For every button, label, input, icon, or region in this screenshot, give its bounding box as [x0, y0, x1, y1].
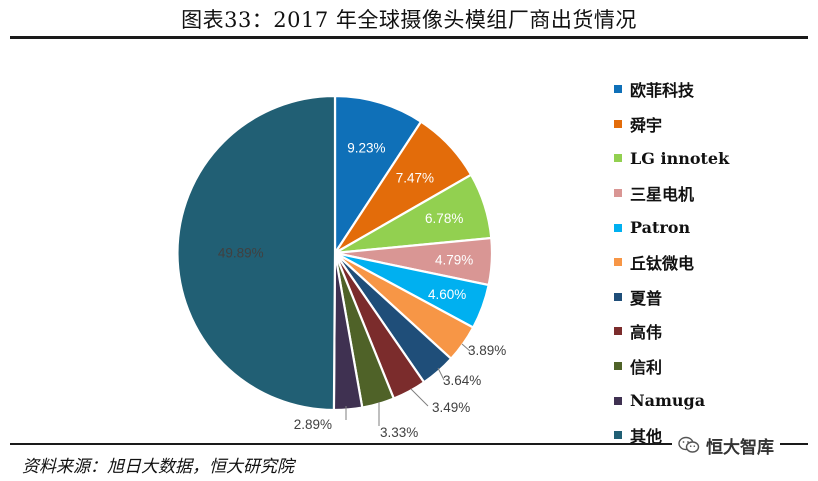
legend-label: 高伟 [630, 323, 663, 343]
legend-swatch [614, 258, 622, 267]
legend-label: 三星电机 [630, 185, 695, 205]
legend-label: Patron [630, 218, 691, 238]
legend-swatch [614, 154, 622, 163]
legend-swatch [614, 85, 622, 94]
leader-line [410, 388, 429, 407]
legend-item: 三星电机 [614, 176, 729, 211]
leader-line [461, 343, 471, 352]
legend-swatch [614, 327, 622, 336]
legend-label: 其他 [630, 427, 663, 447]
data-label: 3.64% [443, 373, 481, 388]
legend-item: Namuga [614, 383, 729, 418]
data-label: 9.23% [347, 141, 385, 156]
chart-legend: 欧菲科技舜宇 LG innotek 三星电机 Patron 丘钛微电夏普高伟信利 Namu… [614, 72, 729, 453]
pie-slice [333, 94, 423, 257]
legend-swatch [614, 189, 622, 198]
legend-item: 其他 [614, 418, 729, 453]
data-label: 4.60% [428, 287, 466, 302]
page-title: 图表33：2017 年全球摄像头模组厂商出货情况 [181, 8, 637, 32]
data-label: 3.33% [380, 425, 418, 440]
legend-label: 丘钛微电 [630, 254, 695, 274]
legend-swatch [614, 362, 622, 371]
legend-swatch [614, 223, 622, 232]
legend-swatch [614, 431, 622, 440]
data-label: 3.49% [432, 400, 470, 415]
data-label: 3.89% [468, 343, 506, 358]
wechat-icon [678, 436, 700, 453]
legend-item: 舜宇 [614, 107, 729, 142]
legend-label: Namuga [630, 391, 706, 411]
legend-label: 舜宇 [630, 115, 663, 135]
footer-divider [10, 443, 808, 445]
data-label: 6.78% [425, 211, 463, 226]
legend-item: 丘钛微电 [614, 245, 729, 280]
legend-swatch [614, 292, 622, 301]
data-label: 4.79% [435, 253, 473, 268]
data-label: 7.47% [396, 171, 434, 186]
leader-line [437, 367, 445, 381]
legend-item: 夏普 [614, 280, 729, 315]
legend-label: 信利 [630, 358, 663, 378]
pie-slice [176, 94, 337, 412]
legend-item: 信利 [614, 349, 729, 384]
legend-label: LG innotek [630, 148, 730, 168]
title-divider [10, 36, 808, 39]
legend-item: 高伟 [614, 314, 729, 349]
legend-label: 欧菲科技 [630, 81, 695, 101]
legend-swatch [614, 396, 622, 405]
legend-item: 欧菲科技 [614, 72, 729, 107]
legend-swatch [614, 119, 622, 128]
watermark: 恒大智库 [672, 430, 780, 460]
source-note: 资料来源：旭日大数据，恒大研究院 [22, 457, 294, 477]
data-label: 2.89% [294, 417, 332, 432]
legend-item: LG innotek [614, 141, 729, 176]
legend-label: 夏普 [630, 288, 663, 308]
watermark-text: 恒大智库 [706, 437, 774, 458]
legend-item: Patron [614, 210, 729, 245]
data-label: 49.89% [218, 246, 264, 261]
